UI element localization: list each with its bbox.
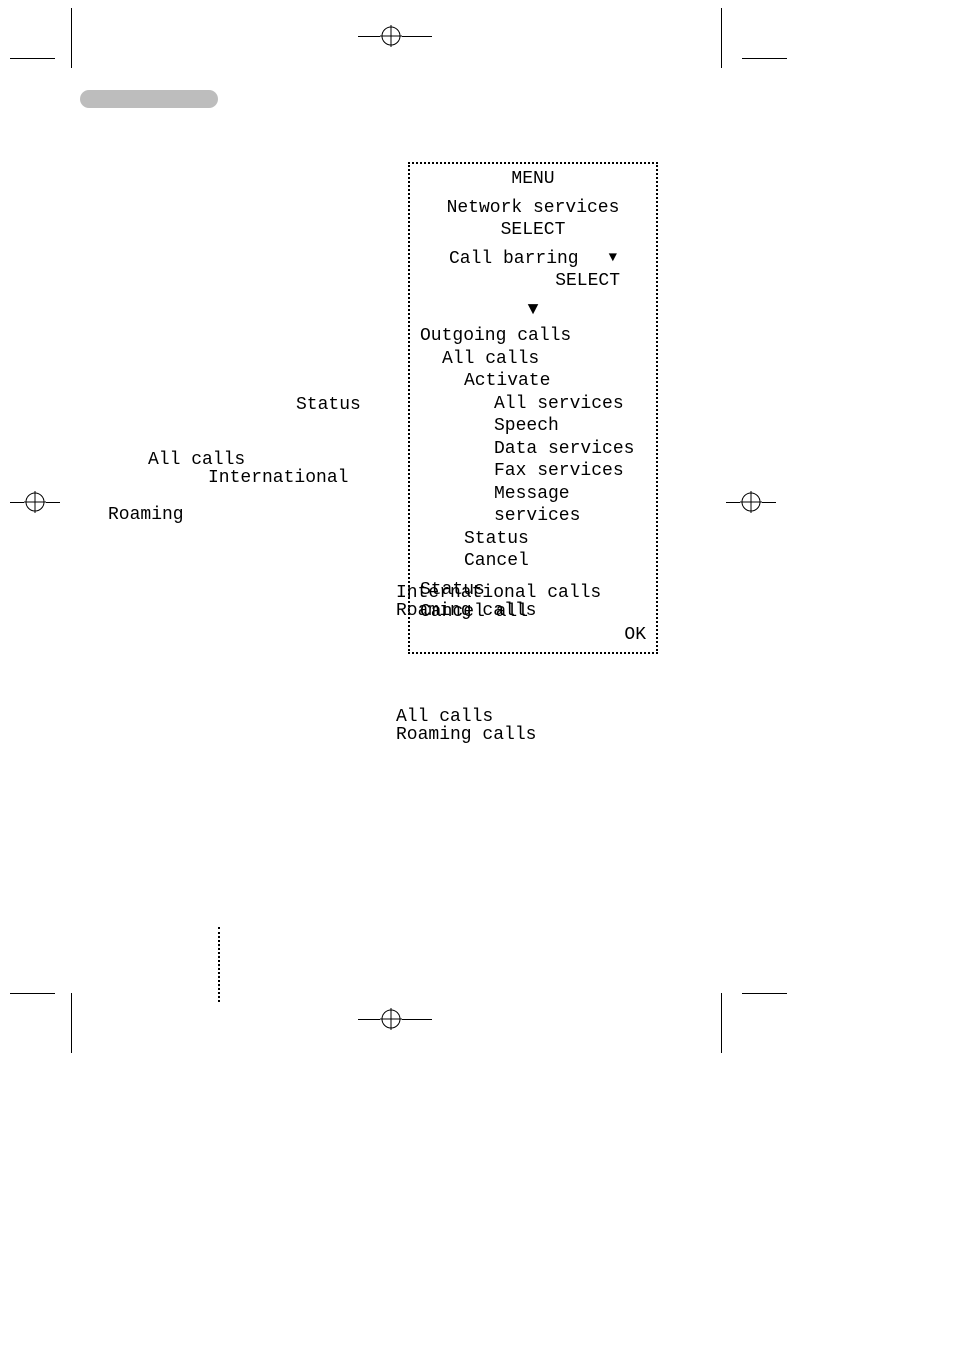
crop-bot-left-h (10, 993, 55, 994)
reg-bot-line-r (402, 1019, 432, 1020)
menu-l2-btn[interactable]: SELECT (420, 270, 646, 293)
menu-s1b[interactable]: Status (420, 528, 646, 551)
crop-top-right-h (742, 58, 787, 59)
label-roaming: Roaming (108, 505, 184, 525)
menu-s1c[interactable]: Cancel (420, 550, 646, 573)
reg-left-icon (24, 491, 46, 513)
menu-s1[interactable]: All calls (420, 348, 646, 371)
reg-right-line-l (726, 502, 740, 503)
menu-s1a1[interactable]: All services (420, 393, 646, 416)
below-roaming-calls-1: Roaming calls (396, 601, 536, 621)
label-status: Status (296, 395, 361, 415)
crop-bot-left-v (71, 993, 72, 1053)
chevron-down-icon: ▼ (609, 250, 617, 268)
crop-bot-right-v (721, 993, 722, 1053)
menu-l2[interactable]: Call barring (449, 248, 579, 271)
label-international: International (208, 468, 348, 488)
reg-left-line-r (46, 502, 60, 503)
reg-right-line-r (762, 502, 776, 503)
menu-l1-btn[interactable]: SELECT (420, 219, 646, 242)
menu-title: MENU (420, 168, 646, 191)
reg-bot-line-l (358, 1019, 380, 1020)
label-all-calls: All calls (148, 450, 245, 470)
menu-section: Outgoing calls (420, 325, 646, 348)
reg-top-line-r (402, 36, 432, 37)
menu-s1a3[interactable]: Data services (420, 438, 646, 461)
crop-bot-right-h (742, 993, 787, 994)
menu-s1a4[interactable]: Fax services (420, 460, 646, 483)
menu-s1a[interactable]: Activate (420, 370, 646, 393)
menu-s1a5[interactable]: Message services (420, 483, 646, 528)
reg-top-line-l (358, 36, 380, 37)
menu-l1[interactable]: Network services (420, 197, 646, 220)
reg-right-icon (740, 491, 762, 513)
reg-top-icon (380, 25, 402, 47)
below-international-calls: International calls (396, 583, 601, 603)
reg-left-line-l (10, 502, 24, 503)
arrow-down-icon: ▼ (420, 299, 646, 322)
menu-s1a2[interactable]: Speech (420, 415, 646, 438)
below-roaming-calls-2: Roaming calls (396, 725, 536, 745)
dotted-vertical-fragment (218, 927, 220, 1002)
menu-box: MENU Network services SELECT Call barrin… (408, 162, 658, 654)
menu-ok[interactable]: OK (420, 624, 646, 647)
reg-bot-icon (380, 1008, 402, 1030)
below-all-calls: All calls (396, 707, 493, 727)
crop-top-left-v (71, 8, 72, 68)
header-pill (80, 90, 218, 108)
crop-top-right-v (721, 8, 722, 68)
crop-top-left-h (10, 58, 55, 59)
